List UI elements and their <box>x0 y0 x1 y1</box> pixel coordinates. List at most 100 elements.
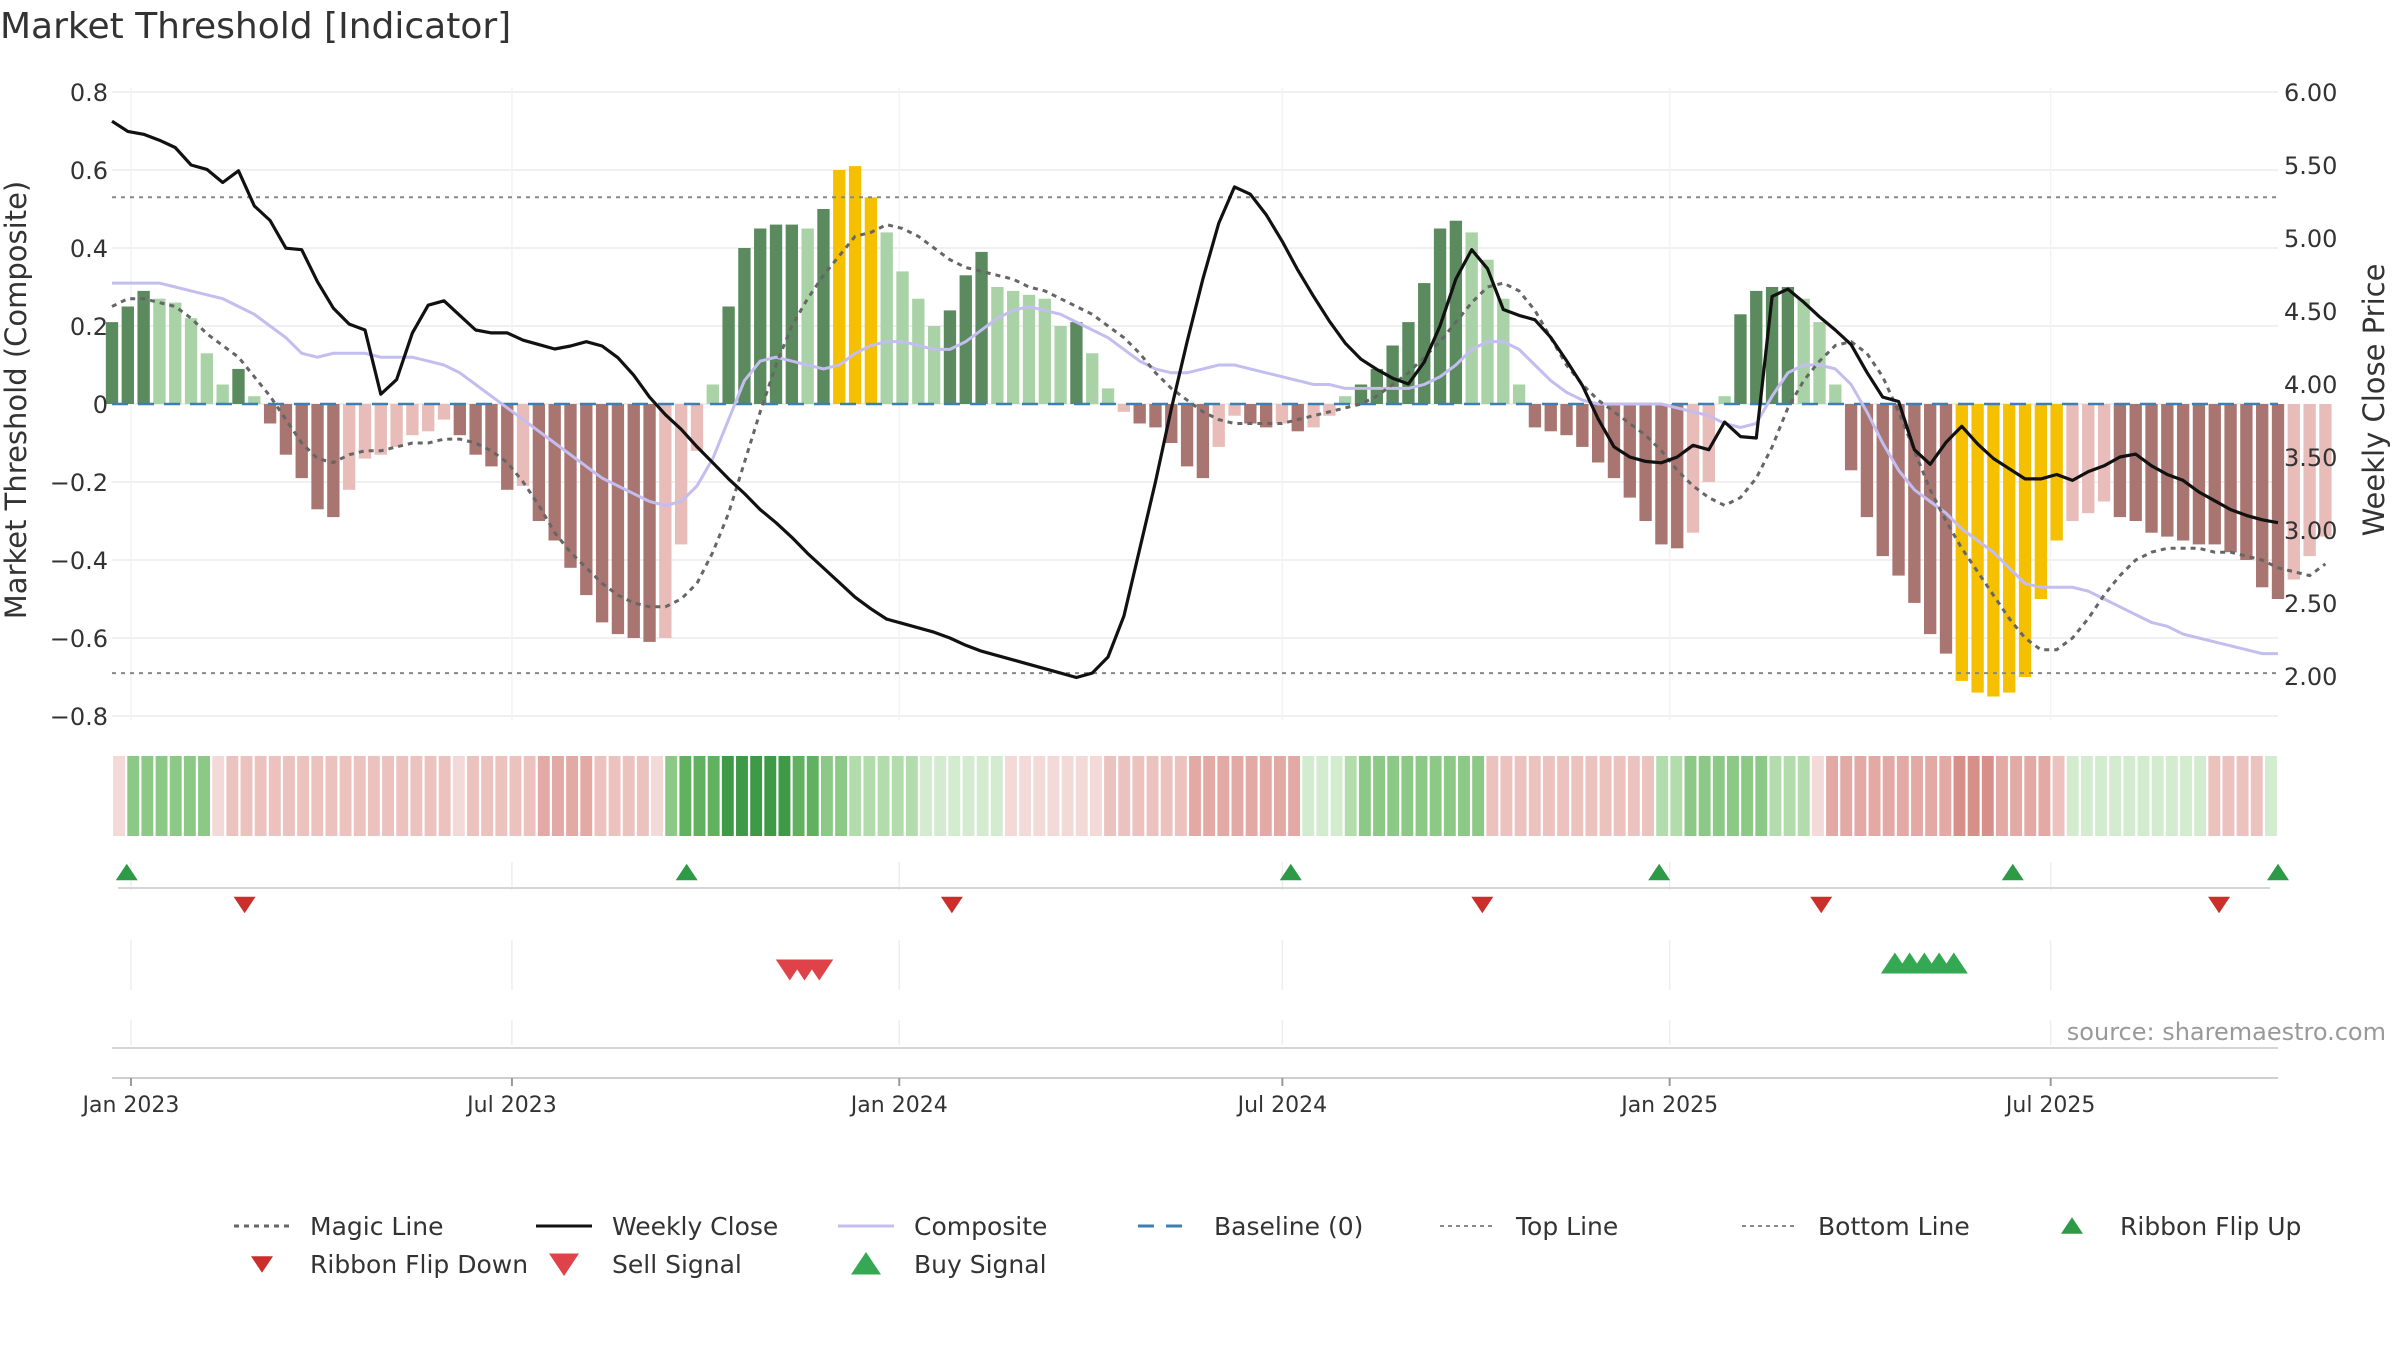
composite-bar <box>121 306 134 404</box>
ribbon-cell <box>1316 756 1329 836</box>
ribbon-cell <box>1684 756 1697 836</box>
ribbon-cell <box>920 756 932 836</box>
ribbon-cell <box>2194 756 2207 836</box>
composite-bar <box>1750 290 1763 404</box>
ribbon-cell <box>1542 756 1555 836</box>
composite-bar <box>1196 404 1210 479</box>
ribbon-cell <box>1953 756 1966 836</box>
ribbon-cell <box>693 756 706 836</box>
composite-bar <box>580 404 593 596</box>
composite-bar <box>1781 287 1795 404</box>
ribbon-cell <box>1358 756 1371 836</box>
composite-bar <box>2287 404 2300 580</box>
ribbon-cell <box>806 756 819 836</box>
ribbon-cell <box>382 756 395 836</box>
composite-bar <box>1165 404 1178 443</box>
composite-bar <box>232 368 245 404</box>
ribbon-cell <box>1500 756 1513 836</box>
ribbon-cell <box>1571 756 1584 836</box>
ribbon-cell <box>1373 756 1385 836</box>
composite-bar <box>1844 404 1858 471</box>
ribbon-cell <box>1967 756 1980 836</box>
composite-bar <box>643 404 656 642</box>
ribbon-cell <box>1981 756 1994 836</box>
composite-bar <box>690 404 704 451</box>
composite-bar <box>485 404 498 467</box>
composite-bar <box>105 322 119 404</box>
legend-swatch <box>251 1256 273 1273</box>
ribbon-cell <box>1769 756 1782 836</box>
ribbon-cell <box>467 756 479 836</box>
ribbon-cell <box>283 756 295 836</box>
composite-bar <box>1860 404 1874 518</box>
composite-bar <box>627 404 640 638</box>
composite-bar <box>1591 404 1605 463</box>
composite-bar <box>1734 314 1747 404</box>
ribbon-cell <box>1174 756 1187 836</box>
composite-bar <box>1528 404 1542 428</box>
ribbon-cell <box>1627 756 1640 836</box>
ribbon-cell <box>2038 756 2051 836</box>
ribbon-cell <box>665 756 678 836</box>
ribbon-cell <box>325 756 338 836</box>
ribbon-cell <box>792 756 805 836</box>
ribbon-cell <box>155 756 168 836</box>
ribbon-cell <box>438 756 451 836</box>
composite-bar <box>200 353 214 404</box>
ribbon-cell <box>396 756 409 836</box>
lines <box>111 119 2327 680</box>
ribbon-cell <box>1698 756 1711 836</box>
composite-bar <box>2145 404 2158 533</box>
ribbon-cell <box>297 756 310 836</box>
event-markers <box>112 862 2289 1049</box>
ribbon-flip-down-marker <box>233 896 256 914</box>
ribbon-cell <box>962 756 975 836</box>
composite-bar <box>263 404 277 424</box>
composite-bar <box>153 298 166 404</box>
composite-bar <box>769 224 783 404</box>
composite-bar <box>1070 322 1083 404</box>
ribbon-cell <box>1783 756 1796 836</box>
composite-bar <box>1307 404 1320 428</box>
ribbon-cell <box>1443 756 1456 836</box>
composite-bar <box>1007 290 1020 404</box>
composite-bar <box>2303 404 2316 557</box>
y-tick-label: −0.6 <box>50 625 108 653</box>
composite-bar <box>2176 404 2190 541</box>
ribbon-cell <box>1005 756 1017 836</box>
ribbon-cell <box>1189 756 1201 836</box>
ribbon-cell <box>268 756 281 836</box>
composite-bar <box>437 404 451 420</box>
ribbon-flip-up-marker <box>675 863 698 881</box>
ribbon-cell <box>1939 756 1952 836</box>
ribbon-cell <box>1288 756 1301 836</box>
ribbon-cell <box>1727 756 1739 836</box>
ribbon-flip-up-marker <box>1279 863 1302 881</box>
x-tick-label: Jan 2024 <box>849 1093 948 1118</box>
composite-bar <box>991 287 1004 404</box>
ribbon-cell <box>2165 756 2178 836</box>
ribbon-cell <box>679 756 692 836</box>
composite-bar <box>1544 404 1557 432</box>
legend-label: Bottom Line <box>1818 1212 1970 1241</box>
ribbon-cell <box>311 756 324 836</box>
ribbon-cell <box>1458 756 1470 836</box>
composite-bar <box>1402 322 1415 404</box>
ribbon-strip <box>113 756 2277 836</box>
composite-bar <box>532 404 546 521</box>
composite-bar <box>1244 404 1257 424</box>
composite-bar <box>801 228 814 404</box>
composite-bar <box>2240 404 2253 560</box>
ribbon-cell <box>1033 756 1046 836</box>
y2-tick-label: 6.00 <box>2284 79 2337 107</box>
ribbon-cell <box>1259 756 1272 836</box>
ribbon-cell <box>2208 756 2221 836</box>
ribbon-cell <box>1387 756 1400 836</box>
composite-bar <box>1955 404 1968 681</box>
ribbon-cell <box>2137 756 2150 836</box>
ribbon-cell <box>566 756 579 836</box>
y-axis-title: Market Threshold (Composite) <box>0 181 33 619</box>
legend-label: Ribbon Flip Up <box>2120 1212 2301 1241</box>
ribbon-cell <box>1826 756 1839 836</box>
ribbon-cell <box>2010 756 2023 836</box>
